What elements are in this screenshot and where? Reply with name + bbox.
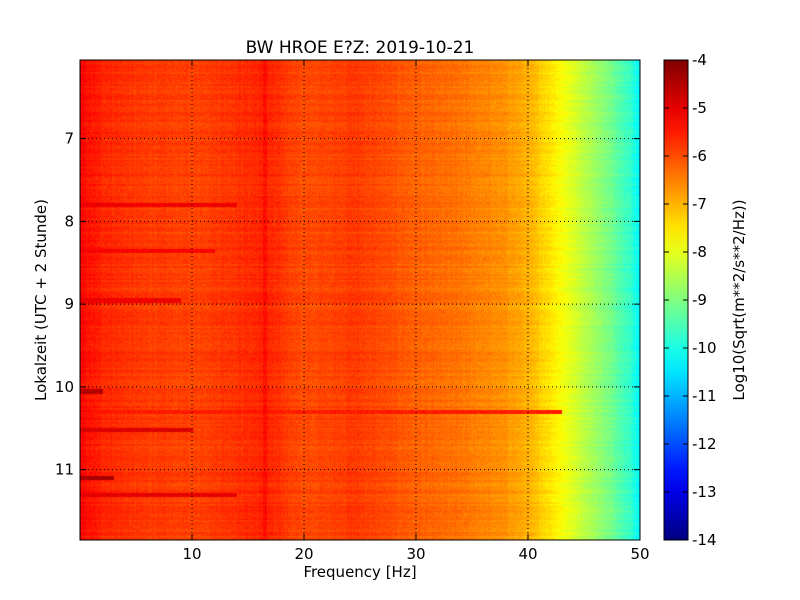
x-axis-label: Frequency [Hz]	[303, 563, 416, 581]
colorbar-tick-label: -13	[692, 483, 717, 501]
x-tick-label: 40	[518, 545, 537, 563]
spectrogram-heatmap	[80, 60, 640, 540]
y-axis-label: Lokalzeit (UTC + 2 Stunde)	[32, 199, 50, 401]
x-tick-label: 50	[630, 545, 649, 563]
colorbar-tick-label: -11	[692, 387, 717, 405]
colorbar-tick-label: -8	[692, 243, 707, 261]
colorbar: -4 -5 -6 -7 -8 -9 -10 -11 -12 -13 -14	[663, 51, 717, 549]
y-tick-label: 10	[55, 378, 74, 396]
heatmap-raster	[80, 60, 640, 540]
plot-frame	[79, 59, 641, 541]
x-tick-label: 10	[182, 545, 201, 563]
x-tick-label: 20	[294, 545, 313, 563]
colorbar-tick-label: -14	[692, 531, 717, 549]
y-tick-label: 9	[64, 295, 74, 313]
y-tick-label: 8	[64, 212, 74, 230]
colorbar-tick-label: -12	[692, 435, 717, 453]
chart-title: BW HROE E?Z: 2019-10-21	[246, 38, 475, 58]
colorbar-tick-label: -5	[692, 99, 707, 117]
colorbar-tick-label: -9	[692, 291, 707, 309]
colorbar-tick-label: -10	[692, 339, 717, 357]
colorbar-label: Log10(Sqrt(m**2/s**2/Hz))	[730, 199, 748, 400]
y-tick-label: 11	[55, 461, 74, 479]
colorbar-tick-label: -6	[692, 147, 707, 165]
colorbar-tick-label: -4	[692, 51, 707, 69]
grid-lines	[80, 60, 640, 540]
y-tick-label: 7	[64, 130, 74, 148]
axes: 10 20 30 40 50 7 8 9 10 11	[55, 59, 650, 563]
colorbar-tick-label: -7	[692, 195, 707, 213]
x-tick-label: 30	[406, 545, 425, 563]
